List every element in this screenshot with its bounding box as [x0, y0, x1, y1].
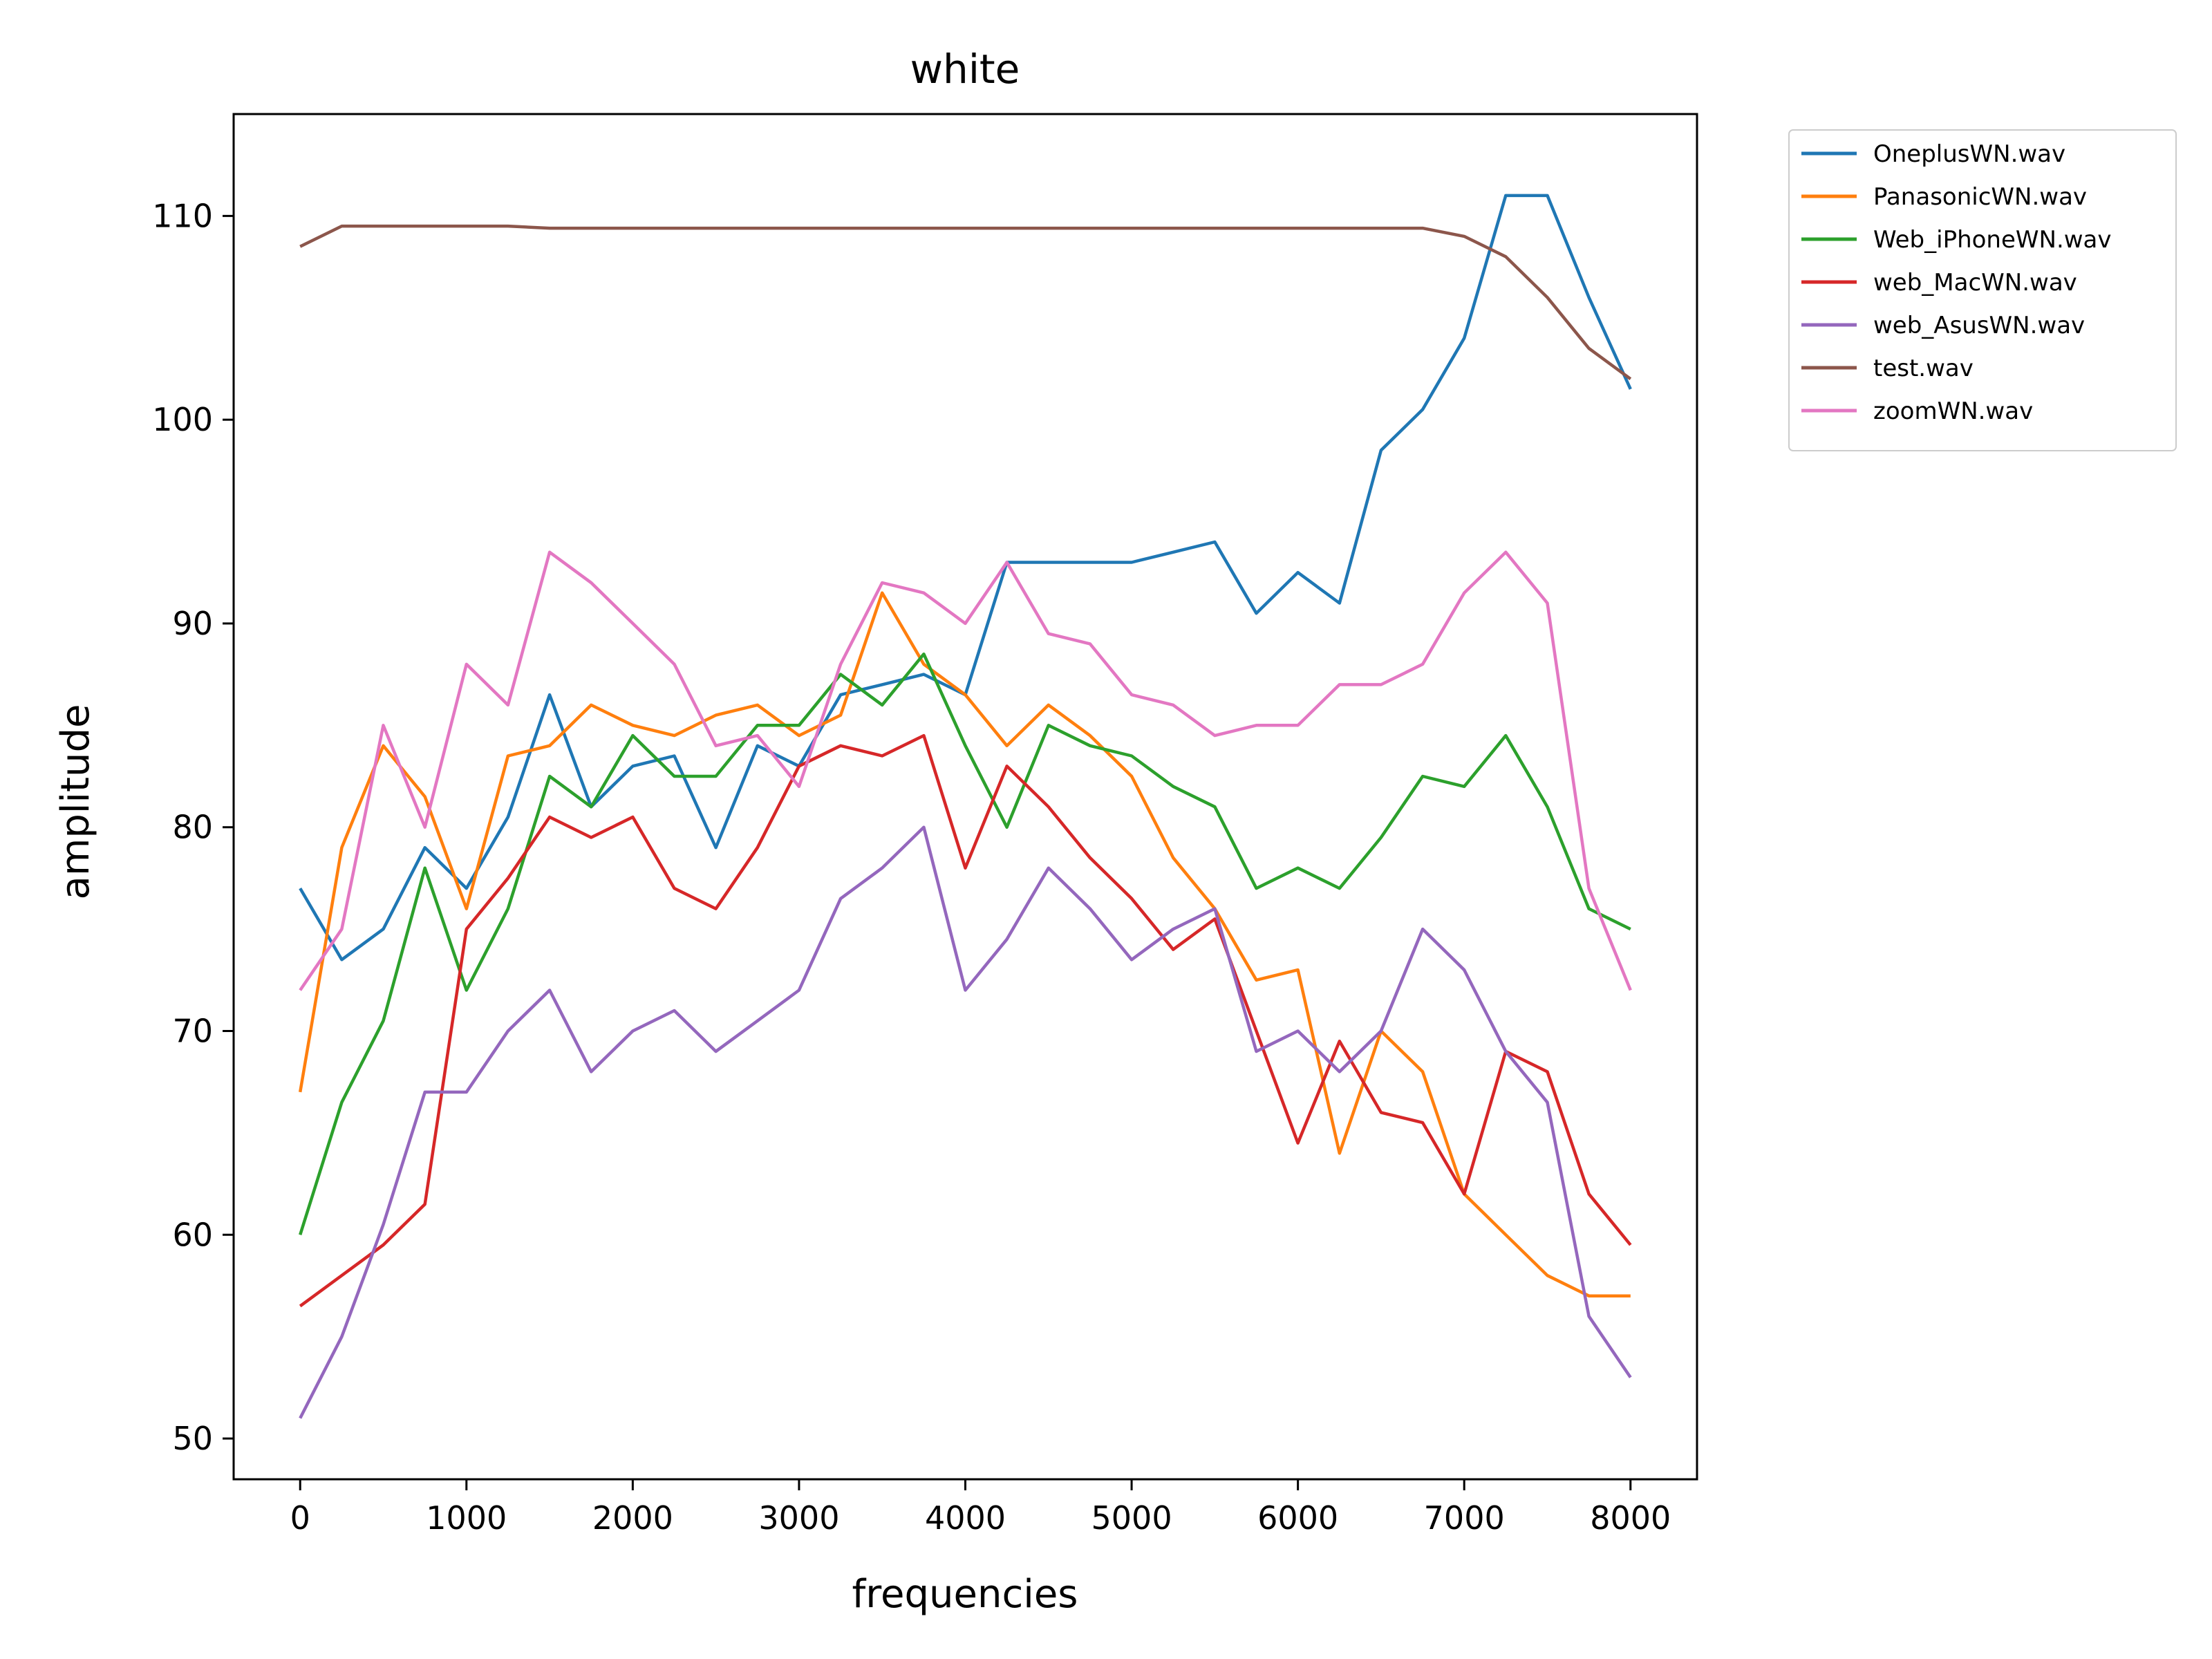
chart-title: white — [910, 46, 1020, 93]
series-line-6 — [299, 550, 1632, 991]
x-tick-label: 2000 — [592, 1499, 673, 1537]
series-line-0 — [299, 194, 1632, 962]
plot-area — [298, 194, 1632, 1419]
legend-entry: OneplusWN.wav — [1873, 140, 2065, 168]
x-tick-label: 5000 — [1091, 1499, 1172, 1537]
y-axis-label: amplitude — [53, 704, 98, 900]
y-tick-label: 60 — [172, 1216, 213, 1253]
x-tick-label: 3000 — [758, 1499, 839, 1537]
x-tick-label: 7000 — [1424, 1499, 1505, 1537]
x-tick-label: 1000 — [426, 1499, 507, 1537]
legend-entry: Web_iPhoneWN.wav — [1873, 226, 2112, 254]
y-tick-label: 70 — [172, 1012, 213, 1049]
x-tick-label: 8000 — [1590, 1499, 1671, 1537]
legend-box — [1788, 129, 2177, 451]
x-tick-label: 0 — [290, 1499, 310, 1537]
y-tick-label: 80 — [172, 809, 213, 846]
legend-entry: test.wav — [1873, 355, 1974, 382]
x-axis-label: frequencies — [852, 1572, 1078, 1617]
series-line-4 — [299, 825, 1632, 1419]
series-line-1 — [298, 591, 1631, 1297]
y-tick-label: 50 — [172, 1420, 213, 1457]
legend-entry: zoomWN.wav — [1873, 397, 2033, 425]
legend: OneplusWN.wav PanasonicWN.wav Web_iPhoneWN… — [1788, 129, 2177, 451]
axes: 0 1000 2000 3000 4000 5000 6000 7000 8000 50 60 70 8… — [152, 113, 1698, 1537]
legend-entry: web_AsusWN.wav — [1873, 312, 2085, 339]
legend-entry: PanasonicWN.wav — [1873, 183, 2087, 211]
y-tick-label: 110 — [152, 197, 213, 234]
y-tick-label: 100 — [152, 401, 213, 438]
series-line-5 — [299, 224, 1632, 381]
series-line-3 — [299, 733, 1632, 1308]
plot-frame — [232, 113, 1698, 1481]
series-line-2 — [299, 652, 1631, 1235]
legend-entry: web_MacWN.wav — [1873, 269, 2077, 297]
x-tick-label: 4000 — [925, 1499, 1006, 1537]
y-tick-label: 90 — [172, 605, 213, 642]
x-tick-label: 6000 — [1257, 1499, 1338, 1537]
